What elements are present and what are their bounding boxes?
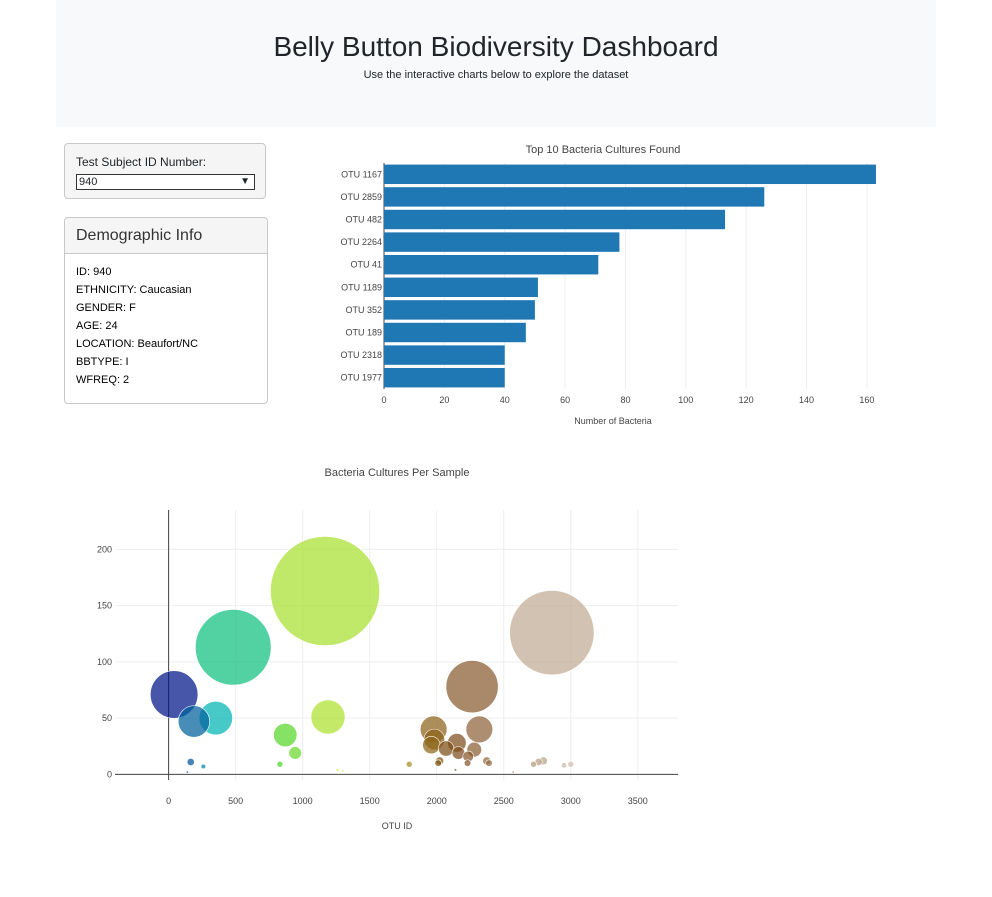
bubble-x-tick-label: 2000 bbox=[427, 796, 447, 806]
bar-category-label: OTU 1189 bbox=[341, 282, 382, 292]
demo-ethnicity: ETHNICITY: Caucasian bbox=[76, 284, 192, 296]
bubble-x-tick-label: 500 bbox=[228, 796, 243, 806]
bubble bbox=[465, 715, 494, 744]
bar bbox=[384, 232, 620, 252]
bar bbox=[384, 367, 505, 388]
bubble bbox=[186, 758, 195, 766]
bubble bbox=[177, 705, 210, 738]
bubble bbox=[335, 768, 340, 772]
bubble bbox=[200, 763, 206, 770]
bubble-x-tick-label: 1000 bbox=[293, 796, 313, 806]
bar-category-label: OTU 2859 bbox=[340, 192, 382, 202]
bubble-x-tick-label: 2500 bbox=[494, 796, 514, 806]
bar-category-label: OTU 2318 bbox=[340, 350, 382, 360]
bubble bbox=[509, 590, 595, 676]
bar-category-label: OTU 352 bbox=[345, 305, 382, 315]
bar-chart-title: Top 10 Bacteria Cultures Found bbox=[526, 144, 681, 156]
bar-x-tick-label: 40 bbox=[500, 395, 510, 405]
bar-x-tick-label: 120 bbox=[739, 395, 754, 405]
bar bbox=[384, 209, 726, 230]
bubble-x-axis-title: OTU ID bbox=[382, 821, 413, 831]
bar bbox=[384, 300, 535, 320]
bubble bbox=[438, 740, 455, 757]
demographic-list: ID: 940 ETHNICITY: Caucasian GENDER: F A… bbox=[65, 254, 267, 398]
page-subtitle: Use the interactive charts below to expl… bbox=[363, 69, 629, 81]
bar-category-label: OTU 1977 bbox=[340, 373, 382, 383]
bar-x-tick-label: 100 bbox=[678, 395, 693, 405]
bubble-y-tick-label: 0 bbox=[107, 769, 112, 779]
bubble-chart[interactable]: 0 500 1000 1500 2000 2500 3000 3500 0 50 100 150 200… bbox=[60, 455, 720, 835]
top10-bar-chart[interactable]: 0 20 40 60 80 100 120 140 160 OTU 1167 OTU 2859 OTU… bbox=[300, 135, 920, 435]
bubble-x-tick-label: 3000 bbox=[561, 796, 581, 806]
demo-id: ID: 940 bbox=[76, 266, 112, 278]
header-jumbotron: Belly Button Biodiversity Dashboard Use … bbox=[56, 0, 936, 127]
bar-x-tick-label: 0 bbox=[381, 395, 386, 405]
bubble bbox=[422, 736, 441, 755]
demo-age: AGE: 24 bbox=[76, 320, 118, 332]
bar-x-tick-label: 160 bbox=[859, 395, 874, 405]
bar bbox=[384, 345, 505, 365]
bubble bbox=[195, 609, 272, 686]
bubble-x-tick-label: 3500 bbox=[628, 796, 648, 806]
bubble bbox=[511, 770, 515, 774]
demo-location: LOCATION: Beaufort/NC bbox=[76, 338, 199, 350]
bubble bbox=[273, 722, 298, 748]
bar bbox=[384, 254, 599, 275]
page-title: Belly Button Biodiversity Dashboard bbox=[273, 31, 719, 62]
bubble-y-tick-label: 150 bbox=[97, 601, 112, 611]
bubble-chart-title: Bacteria Cultures Per Sample bbox=[325, 467, 470, 479]
bubble bbox=[185, 770, 189, 774]
demo-gender: GENDER: F bbox=[76, 302, 136, 314]
bubble bbox=[270, 536, 380, 646]
bar-x-tick-label: 140 bbox=[799, 395, 814, 405]
bubble bbox=[463, 759, 472, 767]
bubble bbox=[288, 746, 302, 760]
bar bbox=[384, 277, 538, 298]
bubble-x-tick-label: 0 bbox=[166, 796, 171, 806]
bubble-y-tick-label: 100 bbox=[97, 657, 112, 667]
bubble bbox=[561, 762, 568, 769]
bubble bbox=[341, 769, 345, 773]
bubble-y-tick-label: 200 bbox=[97, 544, 112, 554]
demo-wfreq: WFREQ: 2 bbox=[76, 374, 130, 386]
demographic-info-panel: Demographic Info ID: 940 ETHNICITY: Cauc… bbox=[64, 217, 268, 404]
bar bbox=[384, 322, 526, 343]
bubble bbox=[434, 759, 442, 767]
bar-x-tick-label: 80 bbox=[620, 395, 630, 405]
subject-id-select[interactable]: 940 ▼ bbox=[76, 174, 255, 190]
bubble-y-tick-label: 50 bbox=[102, 713, 112, 723]
bar-x-axis-title: Number of Bacteria bbox=[574, 416, 652, 426]
panel-title: Demographic Info bbox=[65, 218, 267, 254]
bar-x-tick-label: 20 bbox=[439, 395, 449, 405]
bubble bbox=[567, 760, 575, 768]
bubble bbox=[310, 699, 346, 735]
bubble bbox=[405, 760, 413, 768]
bubble bbox=[453, 768, 458, 772]
bubble bbox=[276, 760, 284, 768]
bubble bbox=[150, 670, 199, 719]
bar-category-label: OTU 41 bbox=[350, 260, 382, 270]
bar-category-label: OTU 2264 bbox=[340, 237, 382, 247]
bar-category-label: OTU 482 bbox=[345, 215, 382, 225]
bubble-x-tick-label: 1500 bbox=[360, 796, 380, 806]
selected-value: 940 bbox=[79, 176, 98, 188]
bar bbox=[384, 164, 876, 185]
subject-selector-panel: Test Subject ID Number: 940 ▼ bbox=[64, 143, 266, 199]
bubble bbox=[445, 660, 499, 714]
bubble bbox=[530, 760, 537, 768]
bubble bbox=[485, 759, 493, 767]
chevron-down-icon: ▼ bbox=[240, 176, 250, 187]
selector-label: Test Subject ID Number: bbox=[76, 155, 207, 169]
bar-x-tick-label: 60 bbox=[560, 395, 570, 405]
bar-category-label: OTU 1167 bbox=[341, 169, 382, 179]
demo-bbtype: BBTYPE: I bbox=[76, 356, 129, 368]
bar-category-label: OTU 189 bbox=[345, 328, 382, 338]
bar bbox=[384, 187, 765, 207]
